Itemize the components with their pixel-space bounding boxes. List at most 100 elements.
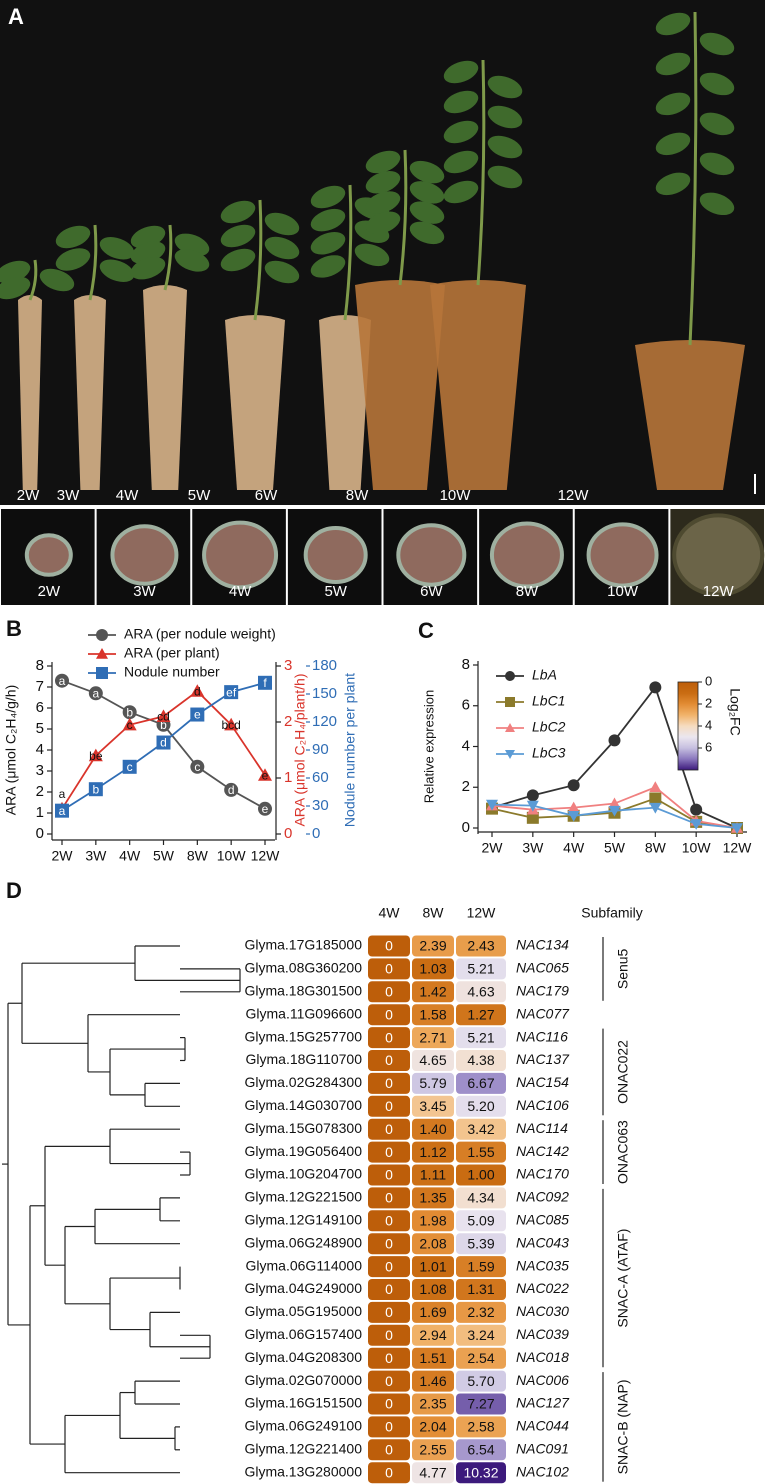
plant-stem	[28, 259, 38, 301]
leaf	[310, 185, 346, 209]
heatmap-cell	[456, 1416, 506, 1438]
cell-label: 0	[385, 1213, 393, 1229]
x-tick-label: 4W	[119, 848, 141, 864]
y3-tick-label: 90	[312, 741, 329, 758]
heatmap-cell	[412, 1118, 454, 1140]
cell-label: 1.27	[467, 1006, 494, 1022]
y3-tick-label: 0	[312, 825, 320, 842]
significance-letter: cd	[157, 710, 170, 724]
panel-label: B	[6, 616, 22, 641]
leaf	[409, 181, 445, 204]
cell-label: 6.54	[467, 1442, 494, 1458]
y3-tick-label: 150	[312, 685, 337, 702]
cell-label: 4.34	[467, 1190, 494, 1206]
colorbar-title: Log₂FC	[727, 688, 743, 735]
x-tick-label: 12W	[723, 840, 753, 856]
legend-label: LbC2	[532, 719, 566, 735]
heatmap-cell	[368, 1050, 410, 1071]
cell-label: 5.39	[467, 1235, 494, 1251]
plant-label: 12W	[558, 487, 590, 504]
nodule-label: 12W	[703, 583, 735, 600]
nodule	[24, 533, 73, 577]
heatmap-cell	[412, 1004, 454, 1026]
cell-label: 0	[385, 938, 393, 954]
marker	[224, 782, 239, 797]
y-tick-label: 1	[36, 804, 44, 821]
heatmap-cell	[456, 1141, 506, 1163]
gene-name: Glyma.12G221500	[244, 1189, 362, 1205]
leaf	[264, 236, 300, 260]
leaf	[130, 256, 166, 280]
y2-tick-label: 0	[284, 825, 292, 842]
plant-stem	[476, 59, 486, 286]
leaf	[409, 160, 445, 184]
heatmap-cell	[456, 1187, 506, 1209]
nac-name: NAC039	[516, 1326, 569, 1342]
nac-name: NAC065	[516, 960, 569, 976]
significance-letter: b	[92, 782, 99, 796]
colorbar-tick-label: 6	[705, 739, 712, 754]
cell-label: 2.04	[419, 1419, 446, 1435]
heatmap-cell	[412, 1027, 454, 1049]
cell-label: 3.24	[467, 1327, 494, 1343]
legend-label: LbC1	[532, 693, 565, 709]
significance-letter: a	[59, 787, 66, 801]
plant-root	[355, 280, 445, 490]
heatmap-cell	[456, 1004, 506, 1026]
leaf	[487, 105, 523, 129]
marker	[608, 805, 621, 817]
marker	[649, 802, 662, 814]
marker	[96, 648, 108, 659]
leaf	[220, 248, 256, 272]
heatmap-cell	[456, 1027, 506, 1049]
cell-label: 0	[385, 1281, 393, 1297]
cell-label: 2.55	[419, 1442, 446, 1458]
marker	[156, 735, 171, 750]
heatmap-cell	[412, 1370, 454, 1392]
nac-name: NAC022	[516, 1280, 569, 1296]
gene-name: Glyma.15G078300	[244, 1120, 362, 1136]
cell-label: 0	[385, 1029, 393, 1045]
marker	[224, 685, 239, 700]
nac-name: NAC006	[516, 1372, 569, 1388]
y3-tick-label: 180	[312, 657, 337, 674]
marker	[190, 759, 205, 774]
heatmap-cell	[456, 1210, 506, 1232]
gene-name: Glyma.18G110700	[246, 1051, 363, 1067]
gene-name: Glyma.16G151500	[244, 1395, 362, 1411]
cell-label: 2.35	[419, 1396, 446, 1412]
cell-label: 0	[385, 1167, 393, 1183]
heatmap-cell	[412, 1187, 454, 1209]
plant-stem	[88, 224, 98, 301]
marker	[258, 801, 272, 816]
heatmap-cell	[368, 1187, 410, 1209]
cell-label: 5.20	[467, 1098, 494, 1114]
plant-label: 5W	[188, 487, 211, 504]
significance-letter: a	[59, 804, 66, 818]
marker	[190, 707, 205, 722]
cell-label: 2.32	[467, 1304, 494, 1320]
leaf	[699, 192, 735, 216]
panel-label: D	[6, 878, 22, 903]
heatmap-cell	[456, 1050, 506, 1071]
heatmap-cell	[368, 1439, 410, 1461]
leaf	[0, 276, 31, 300]
plant-label: 10W	[440, 487, 472, 504]
cell-label: 4.63	[467, 984, 494, 1000]
subfamily-label: SNAC-B (NAP)	[615, 1379, 631, 1474]
cell-label: 0	[385, 1373, 393, 1389]
cell-label: 0	[385, 1235, 393, 1251]
cell-label: 2.71	[419, 1029, 446, 1045]
cell-label: 5.21	[467, 961, 494, 977]
y-tick-label: 2	[462, 778, 470, 795]
marker	[731, 823, 743, 834]
significance-letter: b	[160, 718, 167, 732]
cell-label: 1.98	[419, 1213, 446, 1229]
cell-label: 4.38	[467, 1052, 494, 1068]
gene-name: Glyma.18G301500	[244, 983, 362, 999]
leaf	[443, 120, 479, 144]
x-tick-label: 2W	[482, 840, 504, 856]
cell-label: 0	[385, 961, 393, 977]
leaf	[409, 221, 445, 245]
cell-label: 3.45	[419, 1098, 446, 1114]
